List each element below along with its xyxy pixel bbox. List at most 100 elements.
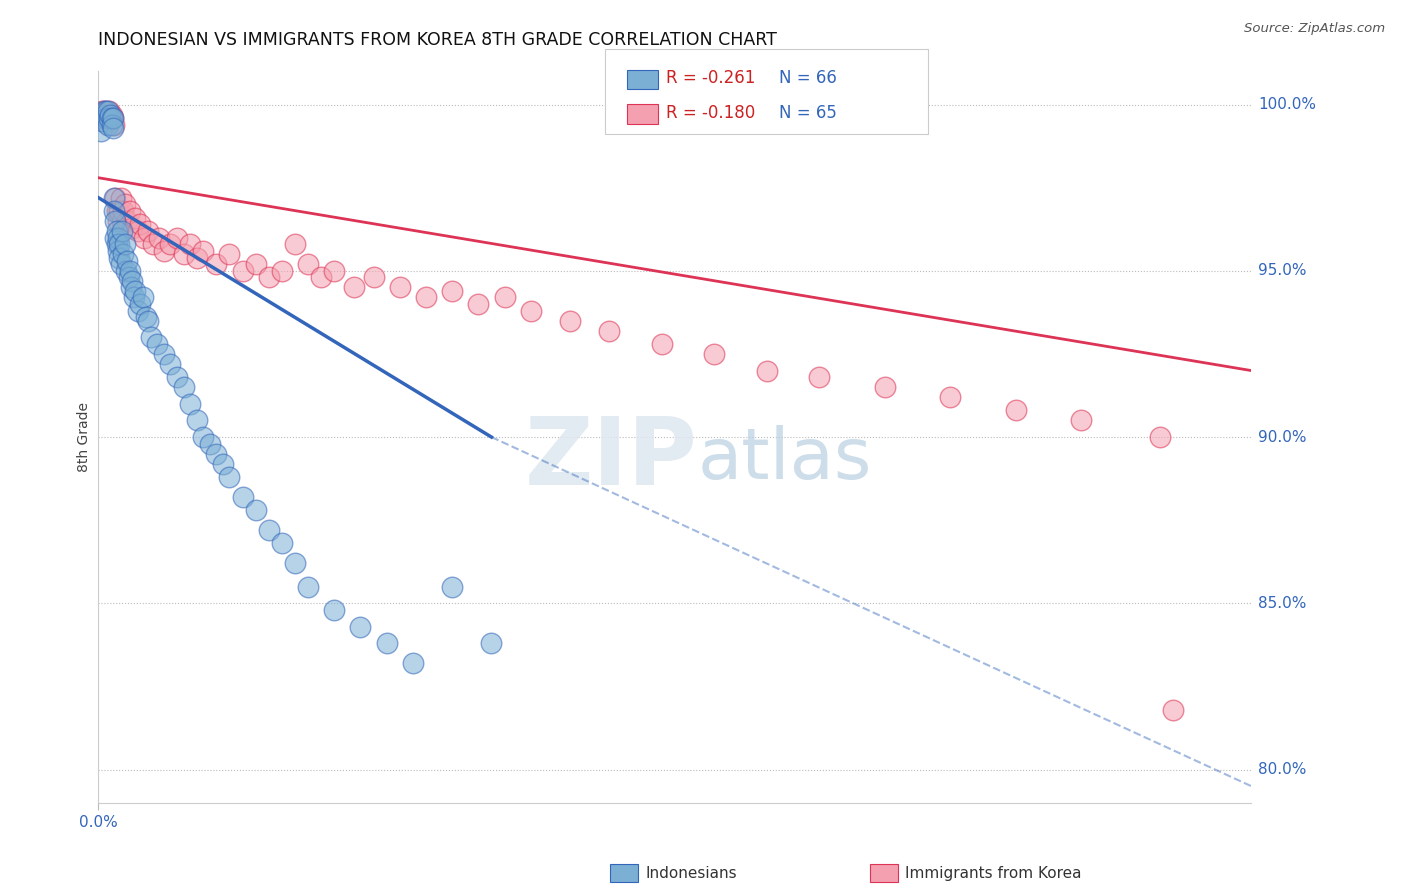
Point bbox=[101, 111, 124, 125]
Point bbox=[363, 270, 385, 285]
Point bbox=[96, 111, 118, 125]
Point bbox=[193, 430, 215, 444]
Point bbox=[93, 104, 115, 119]
Point bbox=[205, 447, 228, 461]
Point bbox=[97, 104, 120, 119]
Point bbox=[100, 118, 122, 132]
Point bbox=[193, 244, 215, 258]
Point bbox=[111, 214, 134, 228]
Point bbox=[104, 214, 127, 228]
Point bbox=[121, 220, 143, 235]
Point bbox=[939, 390, 962, 404]
Point bbox=[103, 118, 125, 132]
Point bbox=[118, 204, 141, 219]
Point bbox=[1161, 703, 1184, 717]
Point bbox=[97, 118, 120, 132]
Point bbox=[231, 490, 254, 504]
Point bbox=[90, 111, 112, 125]
Point bbox=[494, 290, 516, 304]
Point bbox=[105, 237, 128, 252]
Point bbox=[97, 111, 120, 125]
Point bbox=[127, 303, 149, 318]
Point bbox=[146, 337, 169, 351]
Point bbox=[349, 619, 371, 633]
Point bbox=[179, 237, 201, 252]
Point bbox=[96, 104, 118, 119]
Point bbox=[186, 413, 208, 427]
Point bbox=[121, 274, 143, 288]
Point bbox=[231, 264, 254, 278]
Point bbox=[245, 503, 267, 517]
Point bbox=[142, 237, 165, 252]
Point bbox=[110, 257, 132, 271]
Point bbox=[120, 280, 142, 294]
Point bbox=[166, 370, 188, 384]
Text: atlas: atlas bbox=[697, 425, 872, 493]
Text: 80.0%: 80.0% bbox=[1258, 762, 1306, 777]
Point bbox=[124, 211, 146, 225]
Point bbox=[111, 224, 134, 238]
Point bbox=[651, 337, 673, 351]
Point bbox=[100, 111, 122, 125]
Point bbox=[257, 523, 280, 537]
Point bbox=[139, 330, 162, 344]
Point bbox=[558, 314, 581, 328]
Point bbox=[108, 237, 131, 252]
Point bbox=[91, 114, 114, 128]
Point bbox=[117, 253, 138, 268]
Text: 90.0%: 90.0% bbox=[1258, 430, 1306, 444]
Point bbox=[117, 214, 138, 228]
Point bbox=[159, 237, 181, 252]
Point bbox=[108, 204, 131, 219]
Point bbox=[375, 636, 398, 650]
Text: R = -0.180: R = -0.180 bbox=[666, 104, 755, 122]
Point bbox=[309, 270, 332, 285]
Point bbox=[257, 270, 280, 285]
Point bbox=[270, 536, 292, 550]
Point bbox=[520, 303, 543, 318]
Text: 95.0%: 95.0% bbox=[1258, 263, 1306, 278]
Point bbox=[808, 370, 831, 384]
Point bbox=[107, 214, 129, 228]
Point bbox=[122, 290, 145, 304]
Point bbox=[98, 114, 121, 128]
Point bbox=[441, 580, 464, 594]
Point bbox=[245, 257, 267, 271]
Point bbox=[441, 284, 464, 298]
Text: R = -0.261: R = -0.261 bbox=[666, 70, 756, 87]
Text: N = 66: N = 66 bbox=[779, 70, 837, 87]
Point bbox=[114, 197, 136, 211]
Text: Immigrants from Korea: Immigrants from Korea bbox=[905, 866, 1083, 880]
Point bbox=[96, 107, 118, 121]
Point bbox=[118, 264, 141, 278]
Point bbox=[108, 251, 131, 265]
Point bbox=[129, 217, 152, 231]
Point bbox=[135, 310, 157, 325]
Point bbox=[136, 224, 159, 238]
Point bbox=[112, 247, 135, 261]
Point bbox=[94, 104, 117, 119]
Point bbox=[598, 324, 620, 338]
Point bbox=[173, 247, 195, 261]
Text: ZIP: ZIP bbox=[524, 413, 697, 505]
Point bbox=[104, 191, 127, 205]
Point bbox=[117, 270, 139, 285]
Text: N = 65: N = 65 bbox=[779, 104, 837, 122]
Point bbox=[148, 230, 170, 244]
Point bbox=[103, 204, 125, 219]
Point bbox=[218, 247, 240, 261]
Point bbox=[467, 297, 489, 311]
Point bbox=[323, 264, 346, 278]
Point bbox=[90, 124, 112, 138]
Point bbox=[873, 380, 896, 394]
Point bbox=[218, 470, 240, 484]
Point bbox=[115, 264, 138, 278]
Point bbox=[97, 104, 120, 119]
Text: Indonesians: Indonesians bbox=[645, 866, 737, 880]
Point bbox=[153, 244, 176, 258]
Point bbox=[114, 237, 136, 252]
Y-axis label: 8th Grade: 8th Grade bbox=[77, 402, 91, 472]
Point bbox=[100, 107, 122, 121]
Point bbox=[107, 244, 129, 258]
Point bbox=[297, 580, 319, 594]
